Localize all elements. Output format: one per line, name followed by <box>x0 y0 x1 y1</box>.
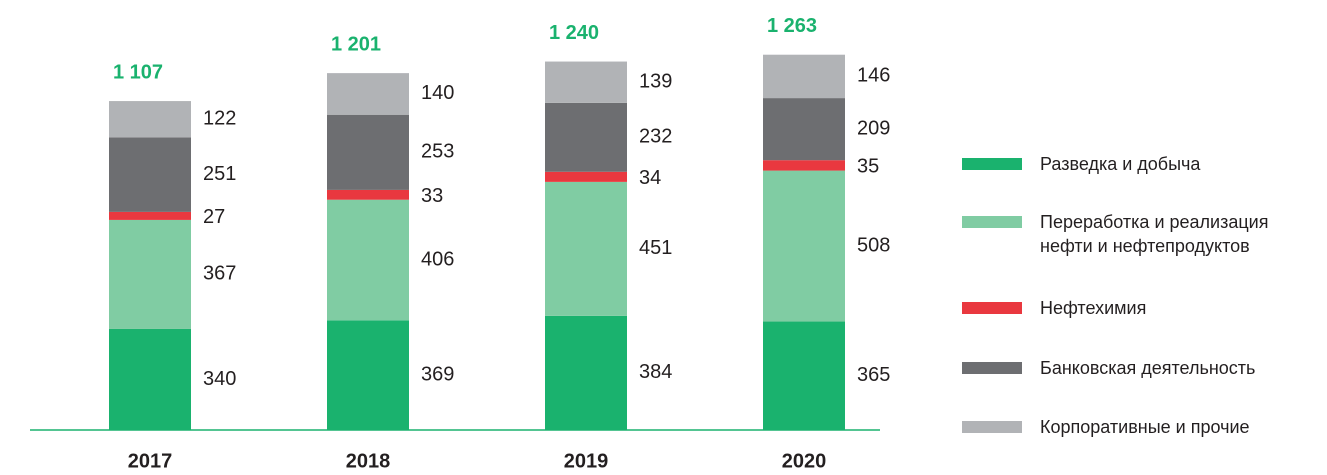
total-label: 1 240 <box>549 22 599 44</box>
legend-label: Банковская деятельность <box>1040 358 1256 378</box>
total-label: 1 107 <box>113 61 163 83</box>
bar-segment <box>545 315 627 430</box>
bar-segment <box>545 102 627 172</box>
bar-segment <box>545 181 627 316</box>
legend-swatch <box>962 158 1022 170</box>
bar-segment <box>109 137 191 212</box>
x-tick-label: 2020 <box>782 450 827 472</box>
value-label: 122 <box>203 107 236 129</box>
x-tick-label: 2017 <box>128 450 173 472</box>
value-label: 451 <box>639 237 672 259</box>
x-tick-label: 2018 <box>346 450 391 472</box>
value-label: 367 <box>203 263 236 285</box>
value-label: 340 <box>203 368 236 390</box>
value-label: 251 <box>203 163 236 185</box>
value-label: 140 <box>421 82 454 104</box>
bar-segment <box>109 101 191 138</box>
bar-segment <box>109 328 191 430</box>
bar-segment <box>545 171 627 182</box>
value-label: 146 <box>857 65 890 87</box>
value-label: 139 <box>639 70 672 92</box>
x-tick-label: 2019 <box>564 450 609 472</box>
bar-segment <box>327 189 409 200</box>
bar-segment <box>763 54 845 99</box>
value-label: 508 <box>857 234 890 256</box>
bar-segment <box>545 61 627 103</box>
bar-segment <box>327 199 409 321</box>
bar-segment <box>763 321 845 430</box>
value-label: 35 <box>857 156 879 178</box>
legend-label: Разведка и добыча <box>1040 154 1201 174</box>
bar-segment <box>763 170 845 322</box>
value-label: 406 <box>421 248 454 270</box>
value-label: 209 <box>857 117 890 139</box>
bar-segment <box>327 320 409 430</box>
value-label: 33 <box>421 185 443 207</box>
value-label: 27 <box>203 206 225 228</box>
value-label: 232 <box>639 126 672 148</box>
legend-label: Корпоративные и прочие <box>1040 417 1250 437</box>
bar-segment <box>109 211 191 220</box>
legend-swatch <box>962 421 1022 433</box>
value-label: 365 <box>857 364 890 386</box>
legend-swatch <box>962 216 1022 228</box>
total-label: 1 263 <box>767 15 817 37</box>
legend-label: Переработка и реализация нефти и нефтепр… <box>1040 212 1269 256</box>
legend-label: Нефтехимия <box>1040 298 1147 318</box>
value-label: 369 <box>421 363 454 385</box>
bar-segment <box>109 219 191 329</box>
bar-segment <box>763 160 845 171</box>
legend-swatch <box>962 362 1022 374</box>
total-label: 1 201 <box>331 33 381 55</box>
legend-swatch <box>962 302 1022 314</box>
bar-segment <box>763 98 845 161</box>
value-label: 384 <box>639 361 672 383</box>
value-label: 253 <box>421 141 454 163</box>
bar-segment <box>327 114 409 190</box>
bar-segment <box>327 73 409 115</box>
value-label: 34 <box>639 167 661 189</box>
